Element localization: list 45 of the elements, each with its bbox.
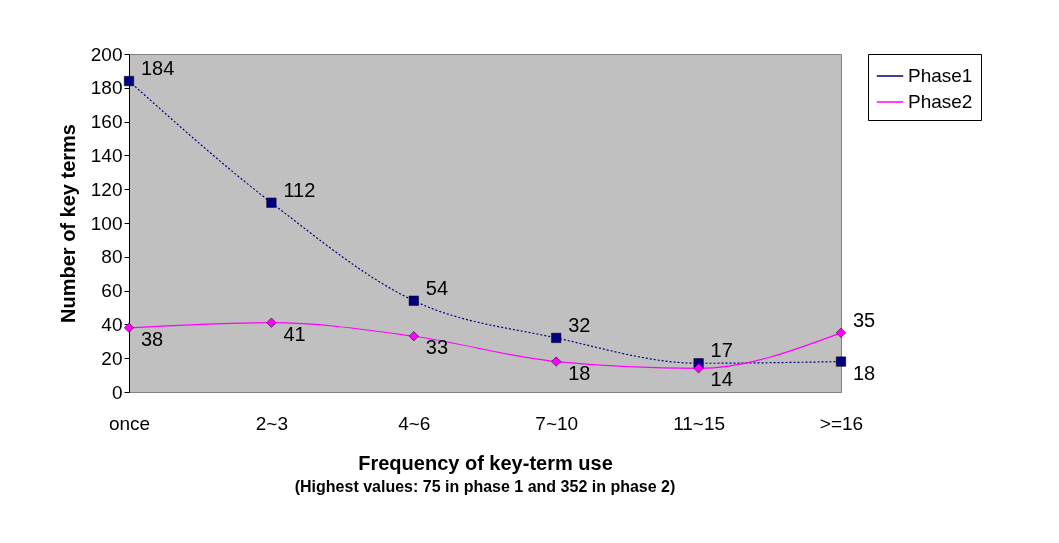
legend-label: Phase2 <box>908 91 973 112</box>
x-axis-title: Frequency of key-term use <box>358 451 613 474</box>
x-tick-label: 7~10 <box>535 412 579 434</box>
y-tick-label: 0 <box>111 381 123 403</box>
data-label: 54 <box>425 276 449 299</box>
legend-label: Phase1 <box>908 65 973 86</box>
point <box>693 363 704 374</box>
data-label: 33 <box>425 336 449 359</box>
y-tick-label: 20 <box>101 347 123 369</box>
data-label: 18 <box>853 361 876 384</box>
x-tick-label: 4~6 <box>398 412 431 434</box>
point <box>408 295 419 306</box>
point <box>266 317 277 328</box>
text: (Highest values: 75 in phase 1 and 352 in phase 2) <box>294 478 676 495</box>
x-tick-label: 11~15 <box>673 412 726 434</box>
data-label: 14 <box>710 368 733 391</box>
data-label: 41 <box>283 322 306 345</box>
data-label: 35 <box>853 308 876 331</box>
y-tick-label: 80 <box>101 246 123 268</box>
data-label: 18 <box>568 361 591 384</box>
data-label: 184 <box>141 57 175 80</box>
y-tick-label: 140 <box>90 144 123 166</box>
point <box>124 76 134 87</box>
y-tick-label: 60 <box>101 280 123 302</box>
data-label: 112 <box>283 178 316 201</box>
data-label: 17 <box>710 339 733 362</box>
x-tick-label: >=16 <box>819 412 864 434</box>
x-tick-label: once <box>108 412 151 434</box>
y-tick-label: 160 <box>90 111 123 133</box>
x-tick-label: 2~3 <box>255 412 289 434</box>
y-tick-label: 40 <box>101 313 123 335</box>
y-tick-label: 120 <box>90 178 123 200</box>
y-tick-label: 200 <box>90 43 123 65</box>
data-label: 32 <box>568 313 591 336</box>
point <box>408 331 419 342</box>
point <box>551 332 562 343</box>
y-tick-label: 180 <box>90 77 123 99</box>
data-label: 38 <box>141 327 164 350</box>
y-axis-title: Number of key terms <box>56 124 79 323</box>
y-tick-label: 100 <box>90 212 123 234</box>
point <box>124 322 134 333</box>
point <box>836 356 846 367</box>
point <box>836 327 846 338</box>
point <box>551 356 562 367</box>
point <box>266 197 277 208</box>
